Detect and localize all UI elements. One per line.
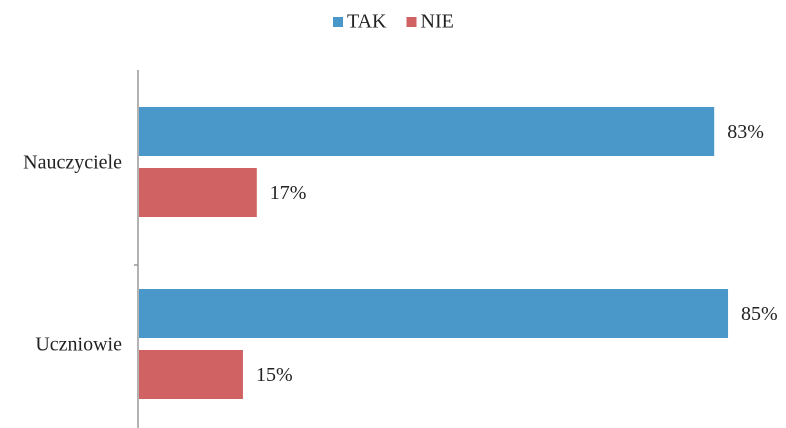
bar: [139, 350, 243, 399]
bar: [139, 289, 729, 338]
data-label: 85%: [741, 303, 778, 325]
y-tick-label: Nauczyciele: [23, 152, 122, 174]
data-label: 17%: [270, 182, 307, 204]
data-label: 15%: [256, 364, 293, 386]
legend-label: NIE: [421, 11, 454, 33]
bar: [139, 107, 715, 156]
legend-swatch: [406, 17, 417, 27]
bar: [139, 168, 257, 217]
data-label: 83%: [727, 121, 764, 143]
y-tick-label: Uczniowie: [35, 334, 122, 356]
legend-label: TAK: [347, 11, 387, 33]
legend-swatch: [333, 17, 343, 27]
